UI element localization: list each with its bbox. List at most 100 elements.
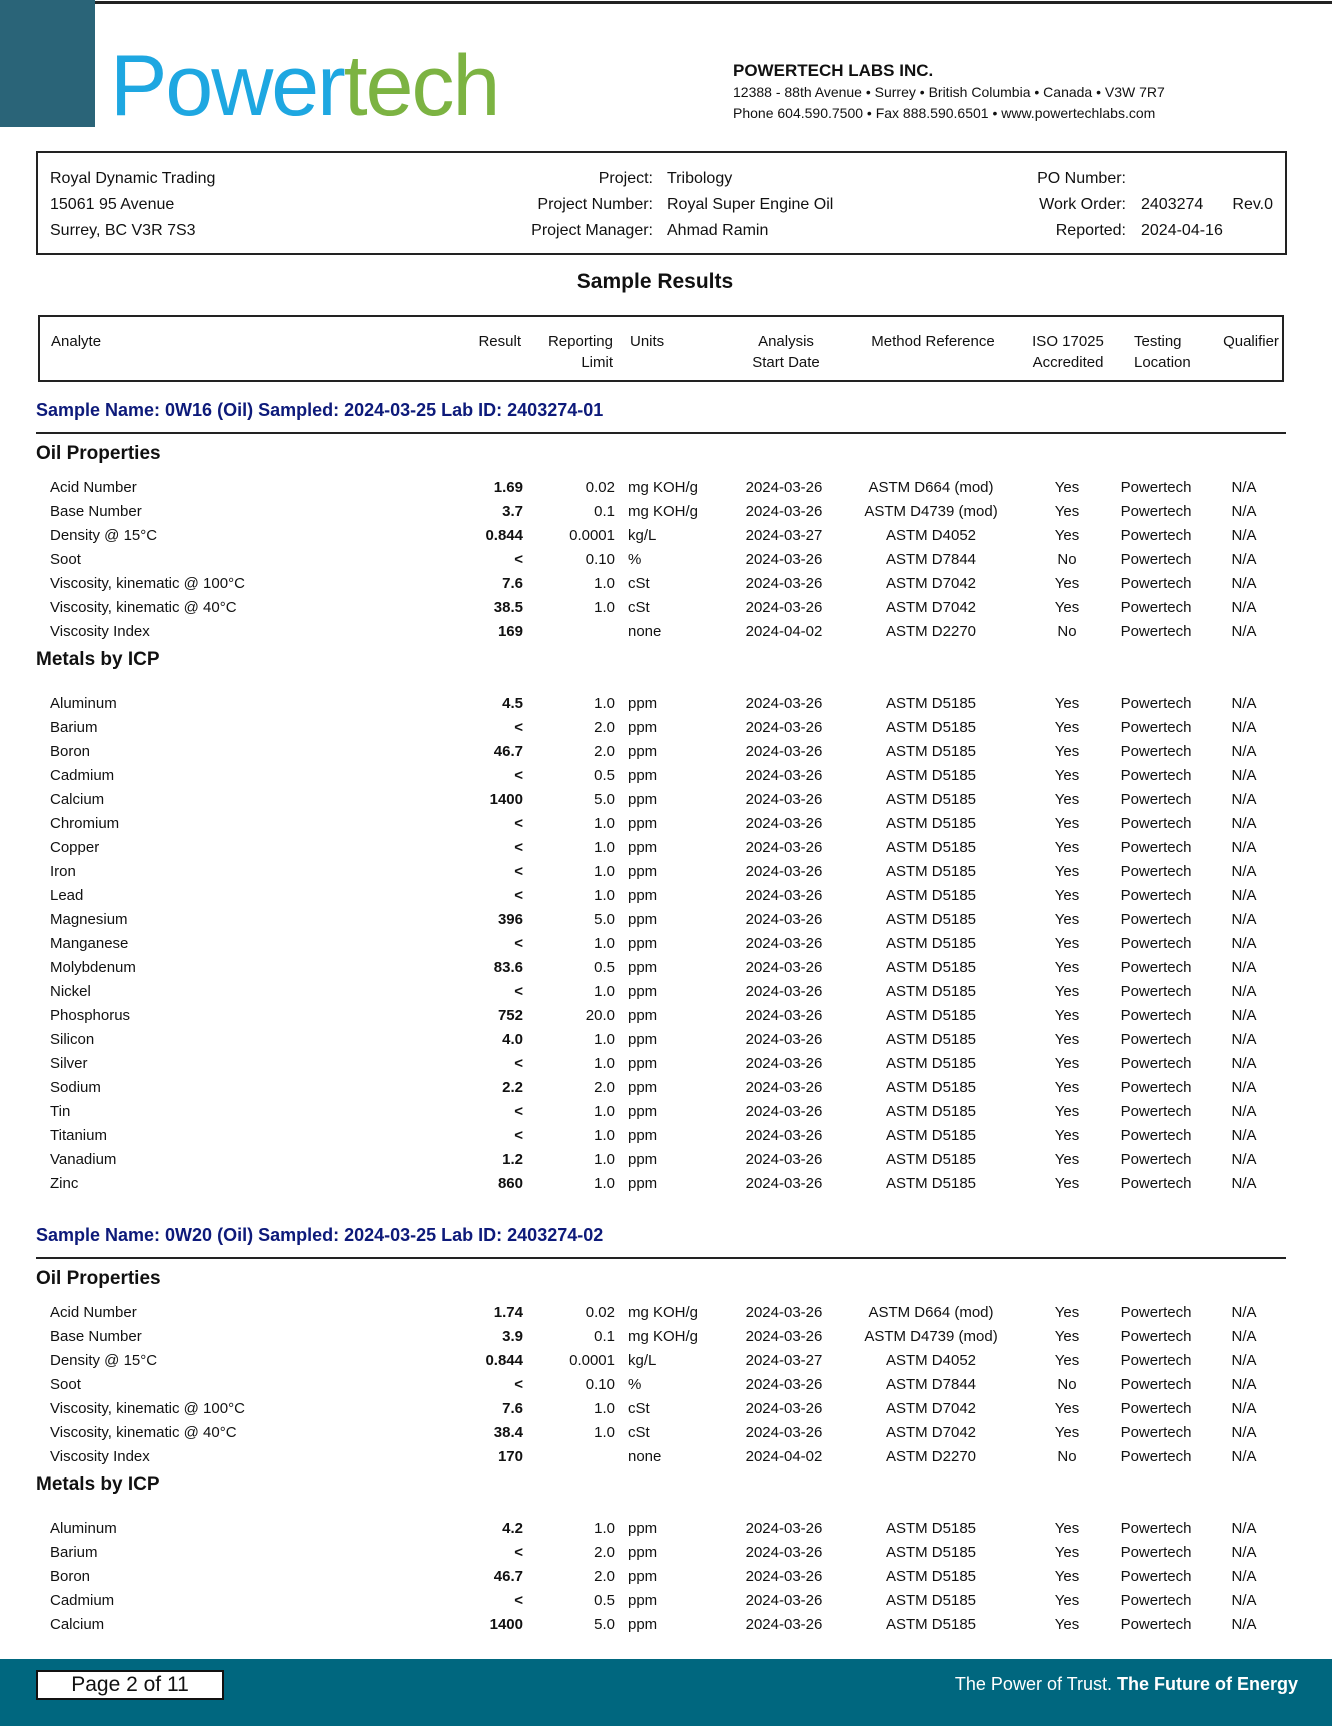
table-row: Acid Number 1.69 0.02 mg KOH/g 2024-03-26 AST…: [36, 476, 1286, 500]
cell-analyte: Tin: [50, 1103, 71, 1120]
page-title: Sample Results: [576, 270, 734, 293]
col-location: Testing Location: [1134, 331, 1191, 373]
cell-analysis-date: 2024-03-26: [745, 575, 823, 592]
cell-method: ASTM D5185: [885, 1103, 977, 1120]
cell-result: 1400: [489, 791, 523, 808]
cell-reporting-limit: 5.0: [594, 1616, 615, 1633]
footer: Page 2 of 11 The Power of Trust. The Fut…: [0, 1659, 1332, 1726]
cell-analyte: Copper: [50, 839, 100, 856]
cell-testing-location: Powertech: [1120, 1448, 1192, 1465]
cell-result: 860: [497, 1175, 523, 1192]
cell-units: ppm: [628, 959, 658, 976]
section-title: Metals by ICP: [36, 649, 160, 670]
cell-qualifier: N/A: [1231, 791, 1257, 808]
cell-iso-accredited: Yes: [1054, 1520, 1080, 1537]
cell-units: none: [628, 1448, 662, 1465]
cell-analyte: Calcium: [50, 791, 105, 808]
cell-reporting-limit: 0.02: [585, 1304, 615, 1321]
cell-analysis-date: 2024-03-26: [745, 1592, 823, 1609]
cell-result: <: [514, 1055, 523, 1072]
cell-reporting-limit: 1.0: [594, 1520, 615, 1537]
cell-units: kg/L: [628, 527, 657, 544]
cell-units: ppm: [628, 1544, 658, 1561]
project-number-value: Royal Super Engine Oil: [667, 196, 834, 213]
cell-qualifier: N/A: [1231, 1376, 1257, 1393]
cell-testing-location: Powertech: [1120, 815, 1192, 832]
col-qualifier: Qualifier: [1223, 333, 1279, 350]
cell-analyte: Nickel: [50, 983, 91, 1000]
cell-analyte: Acid Number: [50, 479, 137, 496]
company-address: 12388 - 88th Avenue • Surrey • British C…: [733, 84, 1165, 100]
cell-iso-accredited: Yes: [1054, 1616, 1080, 1633]
cell-reporting-limit: 1.0: [594, 599, 615, 616]
project-value: Tribology: [667, 170, 733, 187]
cell-result: 752: [497, 1007, 523, 1024]
cell-method: ASTM D5185: [885, 743, 977, 760]
table-row: Cadmium <0.5 ppm 2024-03-26 ASTM D5185 Yes Pow…: [36, 1589, 1286, 1613]
cell-reporting-limit: 1.0: [594, 1400, 615, 1417]
cell-testing-location: Powertech: [1120, 1400, 1192, 1417]
cell-units: ppm: [628, 1568, 658, 1585]
cell-testing-location: Powertech: [1120, 1151, 1192, 1168]
cell-testing-location: Powertech: [1120, 911, 1192, 928]
cell-qualifier: N/A: [1231, 695, 1257, 712]
cell-reporting-limit: 1.0: [594, 695, 615, 712]
cell-units: none: [628, 623, 662, 640]
cell-analyte: Aluminum: [50, 695, 117, 712]
cell-analysis-date: 2024-03-26: [745, 1055, 823, 1072]
cell-method: ASTM D5185: [885, 695, 977, 712]
cell-testing-location: Powertech: [1120, 503, 1192, 520]
cell-testing-location: Powertech: [1120, 623, 1192, 640]
cell-method: ASTM D5185: [885, 911, 977, 928]
client-name: Royal Dynamic Trading: [50, 170, 216, 187]
cell-analyte: Zinc: [50, 1175, 79, 1192]
cell-qualifier: N/A: [1231, 503, 1257, 520]
cell-reporting-limit: 0.10: [585, 551, 615, 568]
sample-header: Sample Name: 0W20 (Oil) Sampled: 2024-03…: [36, 1221, 1286, 1259]
cell-iso-accredited: Yes: [1054, 599, 1080, 616]
cell-analysis-date: 2024-03-26: [745, 719, 823, 736]
cell-qualifier: N/A: [1231, 527, 1257, 544]
cell-units: ppm: [628, 887, 658, 904]
cell-units: ppm: [628, 1127, 658, 1144]
cell-reporting-limit: 1.0: [594, 575, 615, 592]
cell-qualifier: N/A: [1231, 959, 1257, 976]
cell-qualifier: N/A: [1231, 1007, 1257, 1024]
logo-part-power: Power: [110, 38, 346, 134]
cell-iso-accredited: Yes: [1054, 839, 1080, 856]
col-result: Result: [478, 333, 521, 350]
cell-testing-location: Powertech: [1120, 1103, 1192, 1120]
cell-result: 3.9: [502, 1328, 523, 1345]
cell-iso-accredited: Yes: [1054, 1568, 1080, 1585]
cell-result: 46.7: [493, 1568, 523, 1585]
cell-units: mg KOH/g: [628, 479, 699, 496]
cell-iso-accredited: Yes: [1054, 1175, 1080, 1192]
cell-testing-location: Powertech: [1120, 1544, 1192, 1561]
project-label: Project:: [598, 170, 653, 187]
cell-qualifier: N/A: [1231, 623, 1257, 640]
cell-method: ASTM D7844: [885, 1376, 977, 1393]
cell-method: ASTM D5185: [885, 887, 977, 904]
cell-analyte: Iron: [50, 863, 76, 880]
cell-iso-accredited: Yes: [1054, 1151, 1080, 1168]
cell-analyte: Viscosity, kinematic @ 100°C: [50, 1400, 245, 1417]
cell-reporting-limit: 1.0: [594, 1103, 615, 1120]
cell-reporting-limit: 1.0: [594, 1151, 615, 1168]
cell-result: 0.844: [485, 527, 523, 544]
cell-units: mg KOH/g: [628, 503, 699, 520]
table-row: Boron 46.7 2.0 ppm 2024-03-26 ASTM D5185 Yes Po…: [36, 1565, 1286, 1589]
cell-testing-location: Powertech: [1120, 863, 1192, 880]
cell-testing-location: Powertech: [1120, 1376, 1192, 1393]
cell-iso-accredited: Yes: [1054, 791, 1080, 808]
cell-analysis-date: 2024-03-26: [745, 1400, 823, 1417]
cell-reporting-limit: 1.0: [594, 1031, 615, 1048]
cell-analysis-date: 2024-03-26: [745, 1031, 823, 1048]
table-row: Zinc 860 1.0 ppm 2024-03-26 ASTM D5185 Yes Powe…: [36, 1172, 1286, 1196]
col-limit-line2: Limit: [581, 354, 613, 371]
table-row: Viscosity, kinematic @ 100°C 7.6 1.0 cSt 202…: [36, 1397, 1286, 1421]
cell-analyte: Silver: [50, 1055, 88, 1072]
cell-qualifier: N/A: [1231, 935, 1257, 952]
cell-result: <: [514, 887, 523, 904]
cell-iso-accredited: Yes: [1054, 1103, 1080, 1120]
work-order-label: Work Order:: [1039, 196, 1126, 213]
